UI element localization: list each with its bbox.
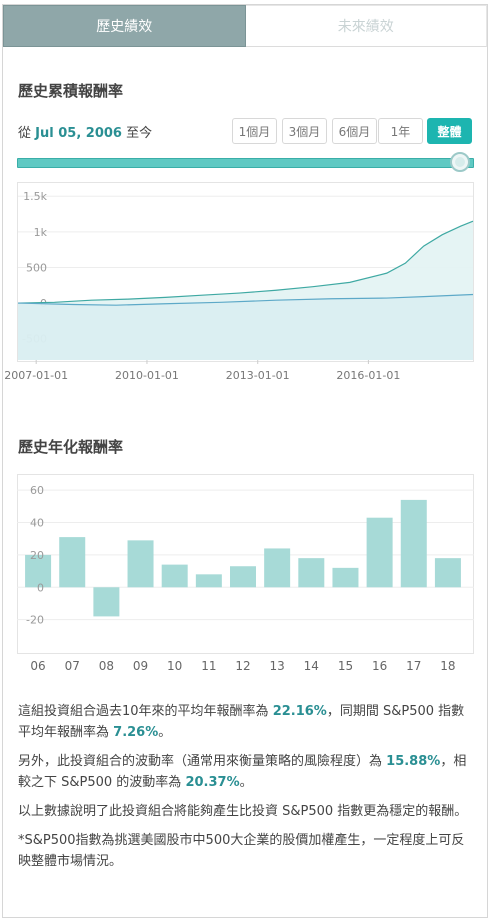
tab-future[interactable]: 未來績效 bbox=[245, 5, 487, 47]
portfolio-performance-panel bbox=[2, 4, 488, 918]
bar bbox=[161, 564, 188, 588]
x-tick-label: 08 bbox=[99, 659, 114, 673]
bar bbox=[59, 537, 86, 588]
series-area bbox=[18, 294, 473, 360]
desc-2-text-b: ，相較之下 S&P500 的波動率為 bbox=[18, 754, 467, 790]
x-tick-label: 2007-01-01 bbox=[4, 369, 68, 382]
date-range-slider-track[interactable] bbox=[17, 158, 474, 168]
x-tick-label: 18 bbox=[440, 659, 455, 673]
bar bbox=[93, 587, 120, 617]
annual-chart-frame bbox=[17, 474, 474, 654]
range-1m-button[interactable]: 1個月 bbox=[232, 118, 277, 144]
x-tick-label: 15 bbox=[338, 659, 353, 673]
desc-footnote: *S&P500指數為挑選美國股市中500大企業的股價加權產生，一定程度上可反映整… bbox=[18, 833, 465, 869]
date-range-slider-handle[interactable] bbox=[450, 152, 470, 172]
portfolio-volatility: 15.88% bbox=[386, 754, 441, 769]
since-date-row: 從 Jul 05, 2006 至今 bbox=[18, 122, 152, 141]
annual-return-chart: 06 07 08 09 10 11 12 13 14 15 16 17 18 60 40 20 0 -20 bbox=[17, 484, 474, 673]
range-3m-button[interactable]: 3個月 bbox=[282, 118, 327, 144]
x-tick-label: 10 bbox=[167, 659, 182, 673]
y-tick-label: 1k bbox=[34, 226, 48, 239]
range-all-button[interactable]: 整體 bbox=[427, 118, 472, 144]
performance-tabs: 歷史績效 未來績效 bbox=[3, 5, 487, 47]
desc-1-text-b: ，同期間 S&P500 指數平均年報酬率為 bbox=[18, 704, 465, 740]
x-tick-label: 12 bbox=[235, 659, 250, 673]
x-tick-label: 13 bbox=[270, 659, 285, 673]
x-tick-label: 17 bbox=[406, 659, 421, 673]
since-prefix: 從 bbox=[18, 126, 32, 141]
desc-paragraph-2: 另外，此投資組合的波動率（通常用來衡量策略的風險程度）為 15.88%，相較之下… bbox=[18, 751, 470, 793]
desc-1-text-a: 這組投資組合過去10年來的平均年報酬率為 bbox=[18, 704, 269, 719]
bar bbox=[264, 548, 291, 588]
x-tick-label: 11 bbox=[201, 659, 216, 673]
series-line bbox=[17, 293, 474, 306]
sp500-avg-return: 7.26% bbox=[113, 725, 159, 740]
bar bbox=[230, 566, 256, 588]
desc-2-text-a: 另外，此投資組合的波動率（通常用來衡量策略的風險程度）為 bbox=[18, 754, 383, 769]
x-tick-label: 2010-01-01 bbox=[115, 369, 179, 382]
performance-description: 這組投資組合過去10年來的平均年報酬率為 22.16%，同期間 S&P500 指… bbox=[18, 701, 470, 880]
since-suffix: 至今 bbox=[126, 126, 153, 141]
bar bbox=[195, 574, 222, 588]
bar bbox=[400, 499, 427, 588]
bar bbox=[366, 517, 393, 588]
portfolio-avg-return: 22.16% bbox=[272, 704, 327, 719]
y-tick-label: 500 bbox=[26, 261, 47, 274]
cumulative-return-title: 歷史累積報酬率 bbox=[18, 82, 124, 100]
x-tick-label: 2013-01-01 bbox=[226, 369, 290, 382]
x-tick-label: 06 bbox=[30, 659, 45, 673]
y-tick-label: 40 bbox=[30, 517, 44, 530]
y-tick-label: -20 bbox=[26, 614, 44, 627]
sp500-volatility: 20.37% bbox=[185, 775, 240, 790]
x-tick-label: 07 bbox=[65, 659, 80, 673]
range-6m-button[interactable]: 6個月 bbox=[332, 118, 377, 144]
desc-1-text-c: 。 bbox=[158, 725, 172, 740]
desc-2-text-c: 。 bbox=[239, 775, 253, 790]
tab-historical[interactable]: 歷史績效 bbox=[3, 5, 246, 47]
x-tick-label: 09 bbox=[133, 659, 148, 673]
y-tick-label: 1.5k bbox=[23, 190, 47, 203]
x-tick-label: 14 bbox=[304, 659, 319, 673]
since-date: Jul 05, 2006 bbox=[35, 126, 122, 141]
x-tick-label: 2016-01-01 bbox=[336, 369, 400, 382]
bar bbox=[127, 540, 154, 588]
range-1y-button[interactable]: 1年 bbox=[378, 118, 423, 144]
cumulative-return-chart: 1.5k1k5000-5002007-01-012010-01-012013-0… bbox=[4, 190, 474, 382]
y-tick-label: 0 bbox=[37, 581, 44, 594]
x-tick-label: 16 bbox=[372, 659, 387, 673]
bar bbox=[25, 554, 52, 588]
bar bbox=[434, 558, 461, 588]
bar bbox=[332, 567, 359, 588]
y-tick-label: 20 bbox=[30, 549, 44, 562]
series-line bbox=[17, 220, 474, 304]
desc-paragraph-1: 這組投資組合過去10年來的平均年報酬率為 22.16%，同期間 S&P500 指… bbox=[18, 701, 470, 743]
desc-paragraph-3: 以上數據說明了此投資組合將能夠產生比投資 S&P500 指數更為穩定的報酬。 bbox=[18, 804, 468, 819]
y-tick-label: 60 bbox=[30, 484, 44, 497]
annual-return-title: 歷史年化報酬率 bbox=[18, 438, 124, 456]
bar bbox=[298, 558, 325, 588]
